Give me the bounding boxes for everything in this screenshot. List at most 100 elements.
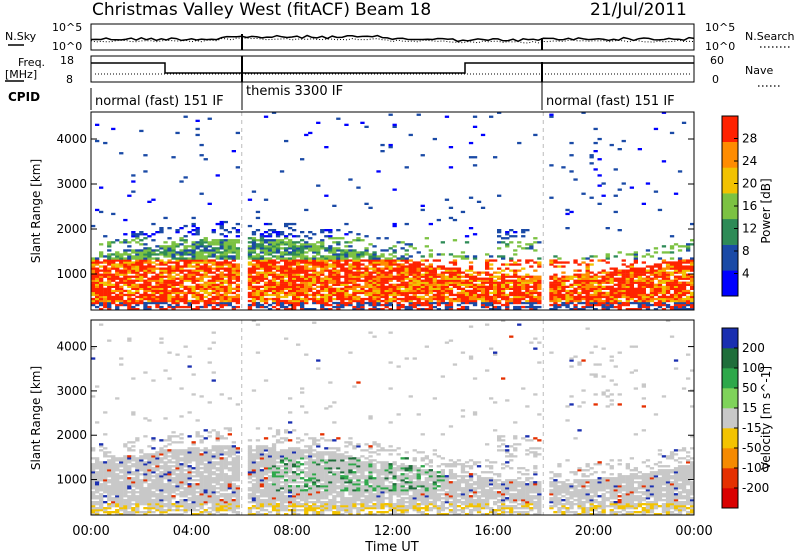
velocity-cell-320 — [135, 483, 140, 486]
velocity-cell-686 — [183, 459, 188, 462]
power-cell-2178 — [400, 283, 405, 286]
power-cell-2556 — [468, 281, 474, 284]
power-cell-2100 — [388, 291, 393, 295]
power-cell-1736 — [332, 251, 337, 254]
velocity-cell-953 — [219, 513, 224, 516]
velocity-cell-60 — [99, 503, 104, 506]
power-cell-629 — [183, 305, 188, 309]
power-cell-3217 — [609, 267, 614, 270]
power-cell-3451 — [657, 301, 663, 305]
velocity-cell-694 — [187, 507, 192, 510]
power-cell-274 — [131, 267, 136, 270]
power-cell-989 — [227, 251, 232, 254]
velocity-cell-191 — [119, 513, 124, 516]
power-cell-1940 — [364, 289, 369, 293]
power-cell-1133 — [255, 279, 261, 282]
power-cell-2879 — [533, 279, 538, 282]
power-cell-2172 — [400, 299, 405, 303]
power-cell-2296 — [420, 301, 425, 305]
power-cell-2802 — [517, 277, 522, 280]
noise-search-label: N.Search — [745, 30, 795, 43]
power-cell-3030 — [573, 273, 578, 276]
power-cell-5 — [91, 291, 96, 295]
power-cell-2469 — [448, 146, 454, 149]
power-cell-2957 — [557, 289, 562, 293]
power-cell-1735 — [332, 253, 337, 256]
power-cell-2853 — [529, 295, 534, 299]
power-cell-1678 — [324, 247, 329, 250]
velocity-cell-1249 — [263, 479, 269, 482]
power-cell-2407 — [440, 297, 445, 301]
power-cell-1950 — [364, 267, 369, 270]
velocity-cell-609 — [175, 489, 180, 492]
velocity-cell-886 — [211, 513, 216, 516]
power-cell-1375 — [284, 222, 289, 226]
power-cell-859 — [211, 255, 216, 258]
velocity-cell-862 — [207, 485, 212, 488]
power-cell-1558 — [308, 259, 313, 262]
velocity-cell-1169 — [255, 511, 261, 514]
power-cell-1502 — [300, 249, 305, 252]
velocity-cell-263 — [127, 479, 132, 482]
power-cell-526 — [167, 279, 172, 282]
velocity-cell-1230 — [259, 453, 265, 456]
power-cell-921 — [219, 255, 224, 258]
power-cell-2149 — [396, 303, 401, 307]
power-cell-928 — [219, 239, 224, 242]
velocity-cell-61 — [99, 501, 104, 504]
power-cell-2310 — [420, 263, 425, 266]
velocity-cell-6 — [91, 501, 96, 504]
power-cell-2458 — [448, 277, 454, 280]
power-cell-1598 — [316, 297, 321, 301]
velocity-cell-1240 — [263, 499, 269, 502]
power-cell-2549 — [468, 297, 474, 301]
velocity-cell-39 — [95, 489, 100, 492]
power-cell-498 — [163, 283, 168, 286]
power-cell-2550 — [468, 295, 474, 299]
power-cell-1153 — [259, 305, 265, 309]
noise-right-tick-top: 10^5 — [705, 21, 735, 34]
power-cell-215 — [123, 269, 128, 272]
power-cell-3590 — [677, 245, 683, 248]
power-cell-3527 — [669, 279, 675, 282]
velocity-cell-338 — [139, 501, 144, 504]
velocity-cell-800 — [199, 485, 204, 488]
power-cell-2504 — [456, 271, 462, 274]
velocity-cell-684 — [183, 463, 188, 466]
power-cell-448 — [155, 275, 160, 278]
power-cell-1831 — [348, 299, 353, 303]
power-cell-998 — [231, 305, 236, 309]
power-cell-2997 — [565, 261, 570, 264]
power-cell-3216 — [609, 271, 614, 274]
power-cell-911 — [219, 279, 224, 282]
power-cell-552 — [171, 287, 176, 290]
power-cell-1906 — [356, 257, 361, 260]
power-cell-2520 — [460, 279, 466, 282]
power-cell-261 — [131, 301, 136, 305]
power-cell-3162 — [601, 301, 606, 305]
power-cell-2968 — [561, 301, 566, 305]
power-cell-1607 — [316, 273, 321, 276]
power-cell-2690 — [497, 285, 502, 288]
power-cell-1256 — [271, 287, 277, 290]
power-cell-1004 — [231, 281, 236, 284]
velocity-cell-719 — [187, 449, 192, 452]
power-cell-398 — [147, 263, 152, 266]
velocity-cell-460 — [155, 485, 160, 488]
velocity-cell-215 — [119, 457, 124, 460]
power-cell-2294 — [420, 308, 425, 311]
power-cell-2730 — [505, 297, 510, 301]
power-cell-3512 — [665, 267, 671, 270]
velocity-cell-323 — [135, 477, 140, 480]
power-cell-3259 — [617, 188, 622, 191]
velocity-cell-780 — [195, 451, 200, 454]
power-cell-3117 — [593, 308, 598, 311]
power-cell-242 — [127, 279, 132, 282]
power-cell-462 — [159, 297, 164, 301]
power-cell-2778 — [513, 275, 518, 278]
power-cell-2694 — [497, 275, 502, 278]
power-cell-3124 — [593, 291, 598, 295]
power-cell-109 — [107, 287, 112, 290]
power-cell-2220 — [404, 166, 409, 169]
power-cell-3611 — [681, 265, 687, 268]
